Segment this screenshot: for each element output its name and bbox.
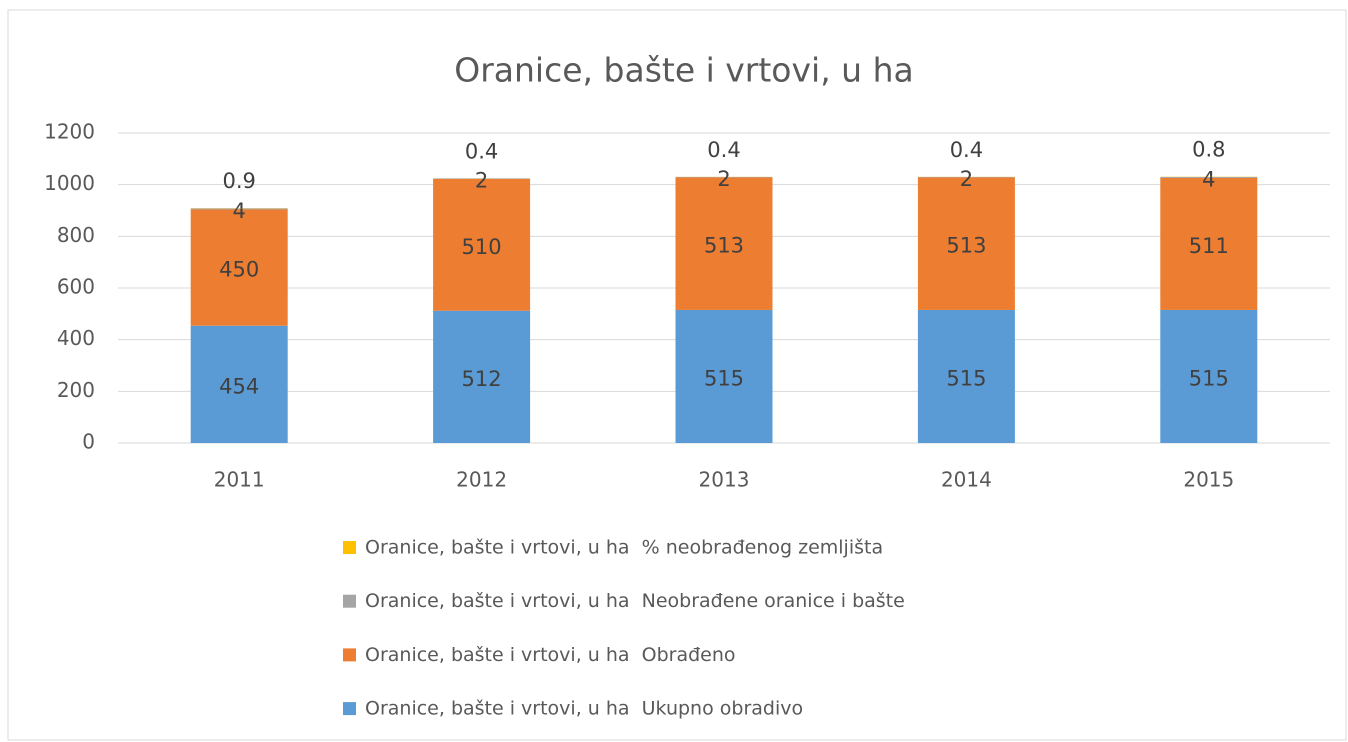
data-label: 511 (1189, 234, 1229, 258)
data-label: 2 (960, 167, 973, 191)
bar-segment (675, 309, 773, 443)
bar-segment (1160, 309, 1258, 443)
data-label: 515 (946, 366, 986, 390)
legend-label: Oranice, bašte i vrtovi, u ha Ukupno obr… (365, 698, 803, 720)
bar-segment (675, 177, 773, 310)
data-label: 2 (475, 169, 488, 193)
y-tick-label: 1000 (44, 171, 95, 195)
bar-segment (433, 310, 531, 443)
data-label: 0.4 (465, 139, 498, 163)
data-label: 513 (704, 234, 744, 258)
bar-segment (1160, 176, 1258, 178)
bar-segment (675, 176, 773, 178)
data-label: 4 (1202, 167, 1215, 191)
x-tick-label: 2011 (214, 468, 265, 492)
x-tick-label: 2012 (456, 468, 507, 492)
legend-swatch (343, 648, 356, 662)
bar-segment (190, 325, 288, 443)
data-label: 0.8 (1192, 138, 1225, 162)
bar-segment (433, 178, 531, 311)
y-tick-label: 0 (82, 430, 95, 454)
legend-label: Oranice, bašte i vrtovi, u ha Obrađeno (365, 644, 736, 666)
bar-segment (190, 209, 288, 326)
x-tick-label: 2015 (1183, 468, 1234, 492)
x-tick-label: 2014 (941, 468, 992, 492)
y-tick-label: 1200 (44, 120, 95, 144)
x-tick-label: 2013 (699, 468, 750, 492)
legend-label: Oranice, bašte i vrtovi, u ha Neobrađene… (365, 590, 905, 612)
bar-segment (917, 177, 1015, 310)
data-label: 512 (462, 367, 502, 391)
bar-segment (433, 178, 531, 179)
bar-segment (1160, 177, 1258, 310)
data-label: 515 (704, 366, 744, 390)
bar-segment (190, 208, 288, 210)
data-label: 0.4 (950, 138, 983, 162)
y-tick-label: 600 (57, 275, 95, 299)
legend-swatch (343, 702, 356, 716)
data-label: 0.4 (707, 138, 740, 162)
data-label: 4 (233, 199, 246, 223)
bar-segment (917, 309, 1015, 443)
y-tick-label: 200 (57, 378, 95, 402)
data-label: 450 (219, 258, 259, 282)
legend-label: Oranice, bašte i vrtovi, u ha % neobrađe… (365, 537, 883, 559)
data-label: 515 (1189, 366, 1229, 390)
legend-swatch (343, 594, 356, 608)
data-label: 454 (219, 374, 259, 398)
data-label: 2 (717, 167, 730, 191)
data-label: 0.9 (222, 169, 255, 193)
y-tick-label: 800 (57, 223, 95, 247)
data-label: 513 (946, 234, 986, 258)
data-label: 510 (462, 235, 502, 259)
y-tick-label: 400 (57, 326, 95, 350)
bar-segment (917, 176, 1015, 178)
legend-swatch (343, 541, 356, 554)
chart-title: Oranice, bašte i vrtovi, u ha (454, 51, 913, 90)
